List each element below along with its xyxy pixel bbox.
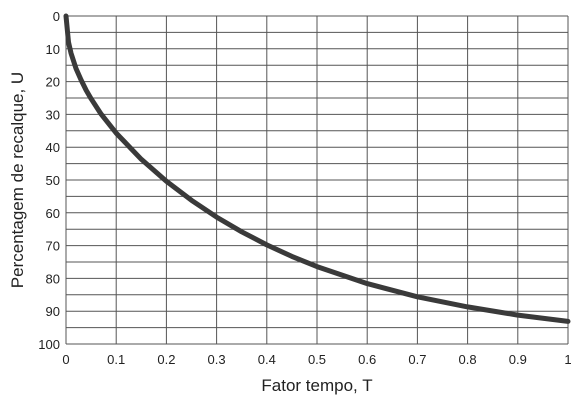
x-tick-label: 0.8 <box>459 352 477 367</box>
x-tick-label: 0.9 <box>509 352 527 367</box>
x-tick-label: 0.5 <box>308 352 326 367</box>
series-layer <box>63 13 571 324</box>
y-tick-label: 20 <box>46 75 60 90</box>
grid <box>65 15 569 345</box>
x-tick-label: 0 <box>62 352 69 367</box>
y-tick-label: 30 <box>46 107 60 122</box>
y-tick-label: 100 <box>38 337 60 352</box>
y-tick-label: 0 <box>53 9 60 24</box>
x-axis-label: Fator tempo, T <box>261 376 372 395</box>
y-axis-label: Percentagem de recalque, U <box>8 72 27 288</box>
y-tick-label: 10 <box>46 42 60 57</box>
y-tick-label: 40 <box>46 140 60 155</box>
x-tick-label: 0.6 <box>358 352 376 367</box>
y-tick-label: 60 <box>46 206 60 221</box>
x-tick-label: 0.7 <box>408 352 426 367</box>
x-tick-label: 0.1 <box>107 352 125 367</box>
y-tick-label: 70 <box>46 239 60 254</box>
y-tick-label: 90 <box>46 304 60 319</box>
series-line <box>63 13 571 324</box>
x-tick-label: 0.2 <box>157 352 175 367</box>
x-axis-ticks: 0 0.1 0.2 0.3 0.4 0.5 0.6 0.7 0.8 0.9 1 <box>62 352 571 367</box>
y-tick-label: 50 <box>46 173 60 188</box>
x-tick-label: 1 <box>564 352 571 367</box>
y-axis-ticks: 0 10 20 30 40 50 60 70 80 90 100 <box>38 9 60 352</box>
x-tick-label: 0.4 <box>258 352 276 367</box>
x-tick-label: 0.3 <box>208 352 226 367</box>
y-tick-label: 80 <box>46 271 60 286</box>
